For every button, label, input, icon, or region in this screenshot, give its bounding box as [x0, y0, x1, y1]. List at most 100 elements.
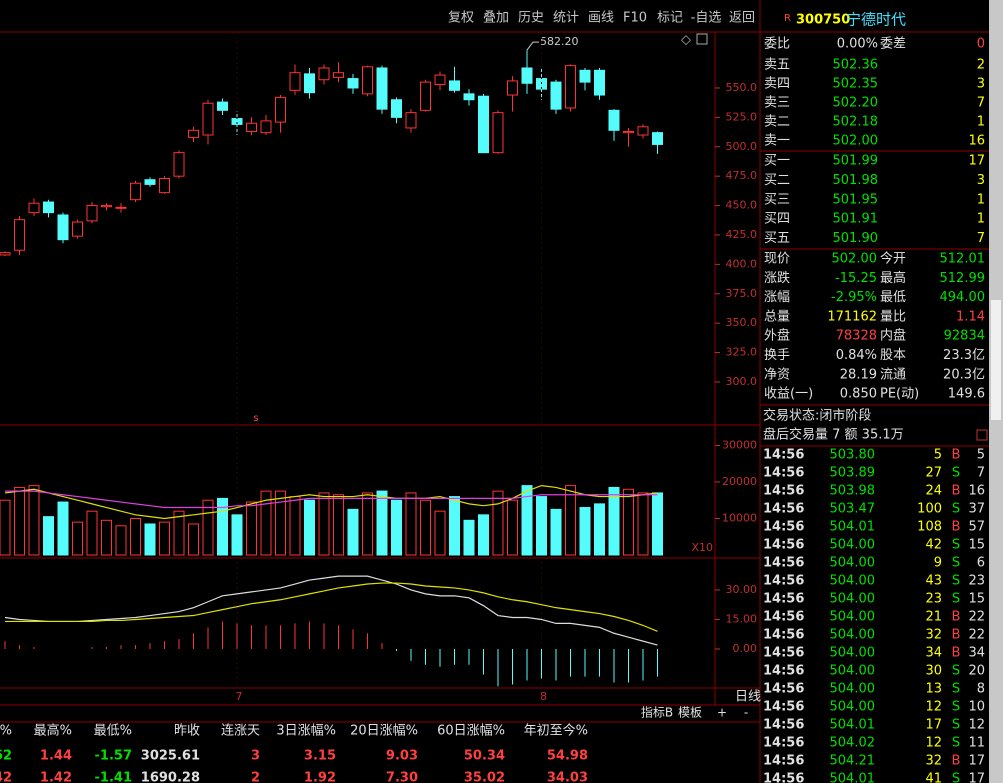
table-header: 昨收 [174, 724, 200, 739]
volume-bar [72, 521, 83, 556]
toolbar-button[interactable]: 标记 [657, 11, 683, 26]
value: 0.00% [837, 37, 878, 52]
table-cell: 1690.28 [141, 771, 200, 783]
trade-volume: 23 [925, 592, 942, 607]
quote-value: -2.95% [831, 290, 877, 305]
table-cell: .42 [0, 771, 12, 783]
volume-bar [420, 499, 431, 556]
book-volume: 2 [977, 58, 985, 73]
toolbar-button[interactable]: 叠加 [483, 11, 509, 26]
book-volume: 7 [977, 96, 985, 111]
tab[interactable]: 指标B [641, 705, 673, 720]
toolbar-button[interactable]: 复权 [448, 10, 474, 26]
candle-body [391, 99, 402, 118]
trade-price: 504.00 [830, 556, 876, 571]
book-label: 买三 [764, 192, 790, 207]
candle-body [318, 67, 330, 81]
trade-side: S [952, 718, 960, 733]
trade-price: 504.01 [830, 718, 876, 733]
volume-bar [376, 490, 388, 556]
macd-line [5, 582, 658, 632]
table-cell: 3.15 [304, 749, 336, 764]
candle-body [623, 130, 634, 134]
book-volume: 17 [968, 154, 985, 169]
trade-count: 10 [968, 700, 985, 715]
volume-bar [478, 514, 489, 556]
x-tick-label: 7 [236, 690, 243, 703]
table-cell: 1.42 [40, 771, 72, 783]
toolbar-button[interactable]: 返回 [729, 11, 755, 26]
scroll-thumb[interactable] [991, 300, 1001, 420]
table-header: 度% [0, 723, 12, 739]
trade-side: B [952, 610, 961, 625]
icon[interactable]: ◇ [681, 33, 691, 48]
x-tick-label: 8 [540, 690, 547, 703]
icon[interactable] [976, 429, 988, 441]
after-hours: 盘后交易量 7 额 35.1万 [763, 427, 904, 443]
candle-body [173, 152, 185, 177]
table-cell: 2 [251, 771, 260, 783]
book-volume: 3 [977, 77, 985, 92]
label: 委比 [764, 37, 790, 52]
quote-label: 换手 [764, 348, 790, 363]
volume-bar [289, 496, 301, 556]
candle-body [202, 102, 214, 136]
toolbar-button[interactable]: 历史 [518, 11, 544, 26]
toolbar-button[interactable]: 统计 [553, 11, 579, 26]
candle-body [43, 201, 54, 214]
trade-volume: 24 [925, 484, 942, 499]
quote-value: 28.19 [840, 367, 877, 382]
trade-time: 14:56 [763, 754, 804, 769]
trade-count: 15 [968, 538, 985, 553]
toolbar-button[interactable]: 画线 [588, 11, 614, 26]
trade-count: 6 [977, 556, 985, 571]
table-header: 最高% [34, 723, 72, 739]
trade-time: 14:56 [763, 448, 804, 463]
stock-code: 300750 [796, 13, 850, 28]
volume-bar [86, 510, 98, 556]
volume-bar [0, 499, 11, 556]
book-volume: 1 [977, 212, 985, 227]
trade-price: 504.00 [830, 538, 876, 553]
stock-flag: R [784, 13, 791, 24]
tab[interactable]: - [744, 706, 748, 720]
trade-volume: 32 [925, 754, 942, 769]
trade-price: 504.02 [830, 736, 876, 751]
y-tick-label: 450.0 [726, 199, 758, 212]
trade-time: 14:56 [763, 520, 804, 535]
volume-bar [405, 492, 417, 556]
trade-price: 503.80 [830, 448, 876, 463]
trade-count: 5 [977, 448, 985, 463]
y-tick-label: 400.0 [726, 257, 758, 270]
book-label: 卖四 [764, 77, 790, 92]
y-tick-label: 350.0 [726, 316, 758, 329]
volume-bar [159, 521, 170, 556]
trade-price: 504.00 [830, 646, 876, 661]
y-tick-label: 15.00 [726, 612, 758, 625]
trade-price: 503.89 [830, 466, 876, 481]
volume-bar [507, 499, 518, 556]
y-tick-label: 425.0 [726, 228, 758, 241]
candle-body [115, 206, 127, 209]
toolbar-button[interactable]: F10 [623, 11, 647, 26]
candle-body [188, 129, 199, 138]
candle-body [130, 182, 141, 201]
candle-body [275, 96, 286, 123]
tab[interactable]: 模板 [678, 706, 702, 720]
book-label: 卖三 [764, 96, 790, 111]
toolbar-button[interactable]: -自选 [691, 11, 722, 26]
trade-count: 12 [968, 718, 985, 733]
tab[interactable]: + [717, 706, 727, 720]
volume-bar [521, 485, 533, 556]
trade-volume: 42 [925, 538, 942, 553]
y-tick-label: 20000 [722, 475, 757, 488]
trade-price: 503.98 [830, 484, 876, 499]
trade-time: 14:56 [763, 484, 804, 499]
trade-volume: 21 [925, 610, 942, 625]
quote-value: 149.6 [948, 387, 985, 402]
volume-bar [275, 490, 286, 556]
icon[interactable] [696, 33, 708, 45]
trade-price: 504.21 [830, 754, 876, 769]
volume-bar [188, 523, 199, 556]
trade-count: 15 [968, 592, 985, 607]
